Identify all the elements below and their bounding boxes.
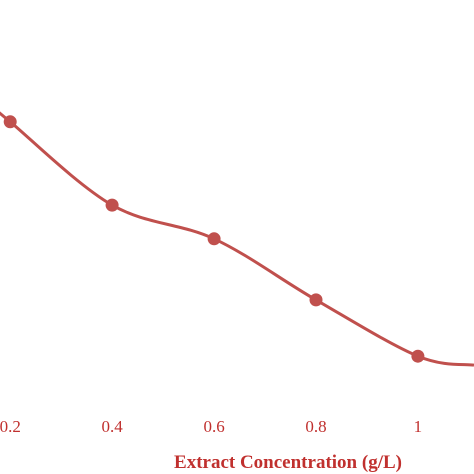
data-point	[105, 198, 119, 212]
x-axis-title: Extract Concentration (g/L)	[174, 452, 402, 473]
series-line	[0, 111, 474, 367]
data-point	[3, 115, 17, 129]
plot-area	[0, 111, 474, 367]
x-tick-label: 0.4	[101, 417, 123, 436]
data-point	[207, 232, 221, 246]
x-tick-label: 0.6	[203, 417, 224, 436]
x-tick-label: 0.8	[305, 417, 326, 436]
x-tick-label: 0.2	[0, 417, 21, 436]
data-point	[411, 349, 425, 363]
x-axis-tick-labels: 0.2 0.4 0.6 0.8 1	[0, 417, 422, 436]
x-tick-label: 1	[414, 417, 423, 436]
data-point	[309, 293, 323, 307]
